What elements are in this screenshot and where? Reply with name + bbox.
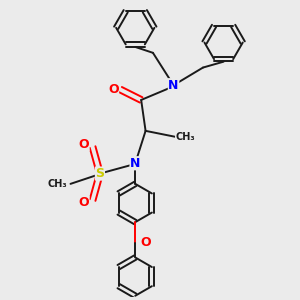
Text: N: N <box>130 157 140 170</box>
Text: S: S <box>95 167 104 180</box>
Text: CH₃: CH₃ <box>47 179 67 189</box>
Text: O: O <box>108 83 119 96</box>
Text: O: O <box>78 196 89 209</box>
Text: N: N <box>168 79 179 92</box>
Text: CH₃: CH₃ <box>176 132 195 142</box>
Text: O: O <box>140 236 151 249</box>
Text: O: O <box>78 138 89 151</box>
